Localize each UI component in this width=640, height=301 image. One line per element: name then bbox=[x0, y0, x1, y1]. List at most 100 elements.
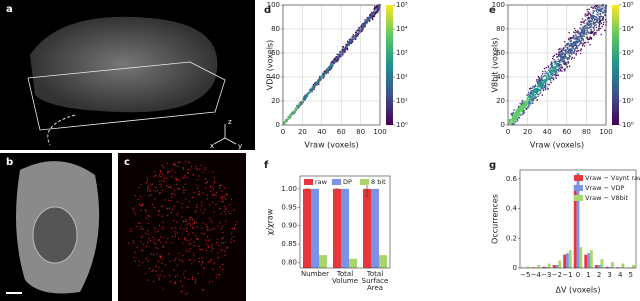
dot bbox=[145, 182, 148, 184]
density-cell bbox=[530, 98, 532, 101]
dot bbox=[182, 167, 184, 169]
density-cell bbox=[364, 24, 366, 27]
density-cell bbox=[511, 122, 513, 125]
density-cell bbox=[594, 7, 596, 9]
density-cell bbox=[533, 97, 535, 99]
dot bbox=[132, 207, 134, 209]
dot bbox=[220, 249, 222, 251]
density-cell bbox=[534, 95, 536, 98]
density-cell bbox=[588, 20, 590, 22]
x-axis-label: ΔV (voxels) bbox=[556, 286, 601, 295]
density-cell bbox=[355, 31, 357, 34]
density-cell bbox=[543, 79, 545, 81]
dot bbox=[171, 235, 174, 237]
dot bbox=[182, 168, 185, 170]
density-cell bbox=[594, 16, 596, 18]
density-cell bbox=[286, 120, 288, 122]
density-cell bbox=[581, 29, 583, 31]
density-cell bbox=[518, 116, 520, 119]
density-cell bbox=[328, 66, 330, 68]
density-cell bbox=[572, 37, 574, 39]
dot bbox=[190, 238, 192, 240]
density-cell bbox=[512, 121, 515, 123]
density-cell bbox=[523, 103, 525, 105]
density-cell bbox=[560, 50, 562, 53]
density-cell bbox=[517, 112, 519, 115]
density-cell bbox=[508, 119, 510, 121]
dot bbox=[196, 226, 198, 228]
density-cell bbox=[565, 62, 567, 64]
bar bbox=[542, 266, 545, 268]
dot bbox=[152, 236, 154, 239]
bar bbox=[537, 265, 541, 268]
bar bbox=[544, 266, 548, 268]
density-cell bbox=[304, 97, 306, 100]
dot bbox=[231, 238, 233, 240]
density-cell bbox=[523, 112, 526, 114]
density-cell bbox=[561, 55, 563, 58]
dot bbox=[147, 242, 149, 244]
density-cell bbox=[323, 70, 326, 73]
dot bbox=[195, 222, 197, 224]
density-cell bbox=[593, 25, 595, 28]
density-cell bbox=[556, 63, 558, 66]
density-cell bbox=[333, 60, 335, 62]
density-cell bbox=[587, 16, 590, 19]
density-cell bbox=[550, 76, 552, 78]
dot bbox=[216, 241, 218, 244]
dot bbox=[213, 262, 216, 264]
dot bbox=[167, 186, 169, 188]
colorbar-label: 10¹ bbox=[622, 97, 634, 105]
dot bbox=[201, 205, 203, 207]
dot bbox=[137, 198, 139, 201]
density-cell bbox=[593, 22, 596, 24]
density-cell bbox=[515, 110, 517, 112]
dot bbox=[204, 168, 206, 171]
density-cell bbox=[561, 54, 563, 56]
density-cell bbox=[596, 9, 598, 11]
density-cell bbox=[523, 100, 525, 103]
density-cell bbox=[547, 73, 549, 75]
density-cell bbox=[598, 15, 601, 18]
density-cell bbox=[332, 62, 335, 65]
density-cell bbox=[550, 82, 552, 84]
dot bbox=[141, 237, 143, 239]
density-cell bbox=[510, 119, 513, 121]
density-cell bbox=[522, 110, 524, 112]
density-cell bbox=[551, 65, 553, 67]
dot bbox=[155, 190, 157, 193]
dot bbox=[196, 204, 198, 206]
x-tick-label: Total bbox=[366, 270, 383, 278]
density-cell bbox=[368, 19, 370, 21]
density-cell bbox=[312, 87, 314, 89]
density-cell bbox=[304, 98, 306, 101]
density-cell bbox=[560, 59, 562, 61]
density-cell bbox=[567, 62, 570, 64]
dot bbox=[150, 253, 153, 255]
density-cell bbox=[552, 71, 555, 73]
dot bbox=[183, 273, 185, 275]
density-cell bbox=[570, 40, 572, 42]
density-cell bbox=[370, 16, 372, 18]
rotation-arrow bbox=[47, 114, 76, 146]
density-cell bbox=[510, 121, 513, 123]
density-cell bbox=[534, 85, 537, 87]
y-tick-label: 60 bbox=[496, 49, 505, 57]
dot bbox=[209, 281, 211, 283]
density-cell bbox=[513, 118, 515, 120]
dot bbox=[186, 292, 188, 294]
dot bbox=[153, 175, 155, 177]
density-cell bbox=[554, 75, 556, 77]
dot bbox=[233, 209, 235, 211]
density-cell bbox=[539, 86, 541, 88]
density-cell bbox=[576, 38, 578, 40]
colorbar-label: 10² bbox=[622, 73, 634, 81]
dot bbox=[173, 171, 176, 174]
density-cell bbox=[284, 120, 286, 123]
density-cell bbox=[561, 57, 563, 59]
density-cell bbox=[597, 18, 599, 20]
axis-x: x bbox=[210, 142, 214, 150]
density-cell bbox=[514, 111, 517, 114]
density-cell bbox=[582, 33, 584, 35]
